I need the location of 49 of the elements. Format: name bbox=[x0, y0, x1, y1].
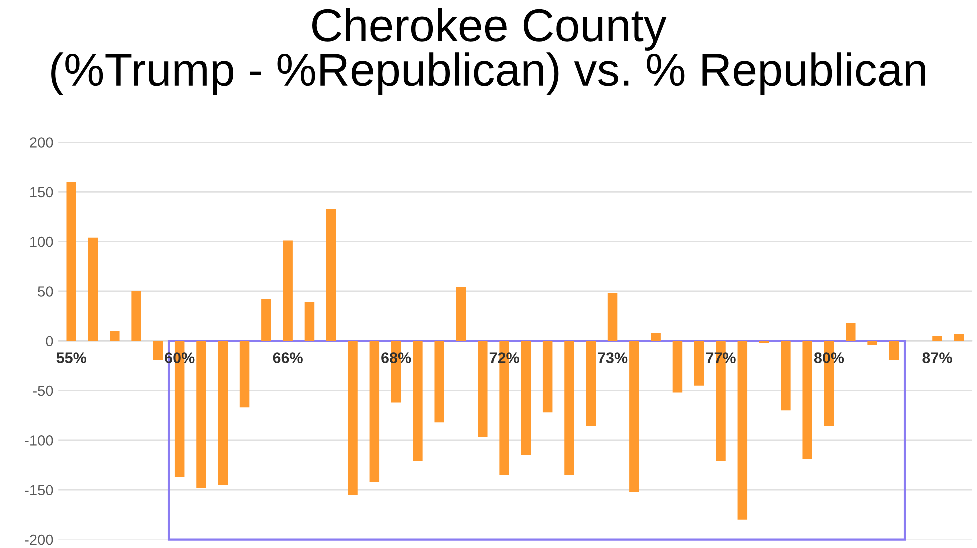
bar bbox=[694, 341, 704, 386]
bar bbox=[456, 287, 466, 342]
bar bbox=[521, 341, 532, 456]
bar bbox=[370, 341, 380, 482]
bar bbox=[196, 341, 206, 488]
bar bbox=[66, 182, 76, 342]
y-tick-label: 200 bbox=[30, 138, 54, 148]
bar bbox=[889, 341, 900, 360]
x-tick-label: 66% bbox=[273, 352, 303, 364]
bar bbox=[868, 341, 878, 346]
bar bbox=[586, 341, 596, 427]
x-tick-label: 73% bbox=[598, 352, 628, 364]
y-tick-label: -150 bbox=[25, 485, 54, 496]
bar bbox=[564, 341, 574, 476]
bar bbox=[283, 240, 293, 342]
y-tick-label: -200 bbox=[25, 534, 54, 546]
y-tick-label: -100 bbox=[25, 436, 54, 446]
y-tick-label: 100 bbox=[30, 236, 54, 248]
x-tick-label: 55% bbox=[56, 352, 86, 364]
bar bbox=[542, 341, 553, 413]
bar bbox=[132, 291, 142, 342]
bar bbox=[802, 341, 812, 460]
y-tick-label: 50 bbox=[38, 286, 54, 297]
bar bbox=[630, 341, 640, 492]
y-tick-label: 150 bbox=[30, 187, 54, 198]
y-tick-label: 0 bbox=[46, 336, 54, 347]
chart-title: Cherokee County (%Trump - %Republican) vs. % Republican bbox=[52, 8, 926, 96]
bar bbox=[651, 333, 661, 342]
y-tick-label: -50 bbox=[33, 386, 54, 396]
bar bbox=[326, 209, 336, 342]
bar bbox=[434, 341, 444, 423]
bar bbox=[262, 299, 272, 342]
bar bbox=[240, 341, 250, 408]
bar bbox=[672, 341, 683, 393]
bar bbox=[932, 336, 942, 342]
bar bbox=[153, 341, 164, 360]
x-tick-label: 87% bbox=[922, 352, 952, 364]
bar bbox=[738, 341, 748, 520]
bar bbox=[304, 302, 315, 342]
bar bbox=[413, 341, 423, 462]
bar bbox=[846, 323, 856, 342]
bar bbox=[781, 341, 791, 411]
bar bbox=[110, 331, 120, 342]
bar bbox=[954, 334, 964, 342]
bar bbox=[88, 238, 98, 342]
bar bbox=[348, 341, 358, 496]
bar bbox=[478, 341, 488, 438]
bar bbox=[608, 293, 618, 342]
bar bbox=[218, 341, 228, 486]
